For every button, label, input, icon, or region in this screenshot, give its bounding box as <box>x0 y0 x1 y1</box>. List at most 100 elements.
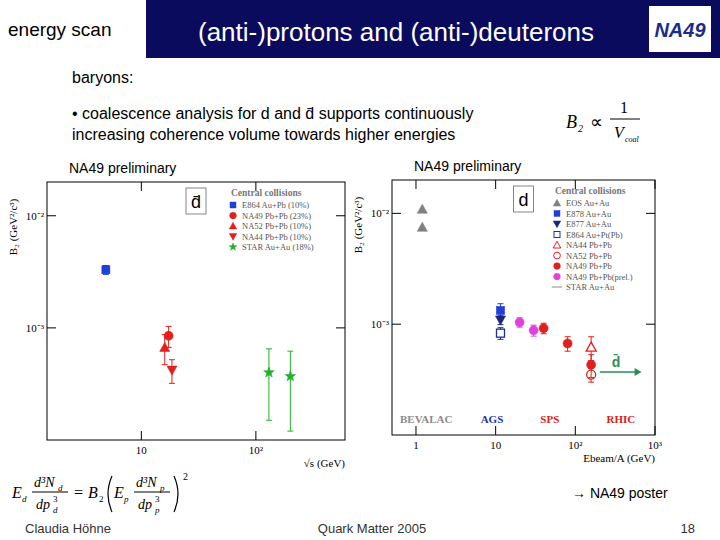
formula-part: d <box>53 505 58 515</box>
formula-sub: coal <box>625 135 640 144</box>
x-tick <box>141 431 142 440</box>
data-point <box>586 342 596 351</box>
error-cap <box>497 327 503 328</box>
legend-entry: NA52 Pb+Pb (10%) <box>229 221 311 231</box>
x-tick <box>255 431 256 440</box>
paren <box>108 476 112 512</box>
x-tick-label: 10 <box>136 444 148 456</box>
error-cap <box>287 431 293 432</box>
y-tick-label: 10⁻² <box>26 210 45 222</box>
y-tick <box>336 327 345 328</box>
x-tick-label: 10³ <box>648 439 663 451</box>
error-cap <box>531 325 537 326</box>
x-axis-title: √s (GeV) <box>304 457 346 470</box>
error-cap <box>588 336 594 337</box>
error-cap <box>266 348 272 349</box>
legend-marker <box>552 286 563 287</box>
error-cap <box>588 382 594 383</box>
x-axis-title: Ebeam/A (GeV) <box>583 452 655 465</box>
region-label: RHIC <box>606 413 635 425</box>
legend-entry: E878 Au+Au <box>554 209 612 219</box>
formula-part: d <box>22 494 27 504</box>
formula-part: E <box>113 484 124 501</box>
legend-label: NA44 Pb+Pb <box>566 240 612 250</box>
formula-part: 3 <box>155 494 160 504</box>
legend-title: Central collisions <box>231 188 302 198</box>
legend-label: NA49 Pb+Pb(prel.) <box>566 272 633 282</box>
y-tick-label: 10⁻³ <box>26 322 45 334</box>
footer-author: Claudia Höhne <box>25 521 111 536</box>
x-tick <box>495 426 496 435</box>
chart-label: d <box>518 190 528 210</box>
arrow-head <box>635 368 642 376</box>
x-tick <box>141 182 142 191</box>
logo-text: NA49 <box>654 19 706 41</box>
error-cap <box>169 383 175 384</box>
legend-entry: NA44 Pb+Pb (10%) <box>229 232 311 242</box>
formula-part: 2 <box>183 471 188 482</box>
y-tick <box>47 327 56 328</box>
chart-subtitle: NA49 preliminary <box>414 158 521 174</box>
chart-label: d̄ <box>191 192 201 212</box>
fraction-line <box>610 119 640 120</box>
legend-label: E878 Au+Au <box>566 209 612 219</box>
data-point <box>529 326 538 335</box>
legend-label: STAR Au+Au (18%) <box>242 242 314 252</box>
y-tick <box>646 324 655 325</box>
legend-entry: NA49 Pb+Pb <box>554 261 612 271</box>
y-tick-label: 10⁻² <box>371 207 390 219</box>
section-label: energy scan <box>8 19 112 40</box>
legend-entry: E877 Au+Au <box>553 219 612 229</box>
paren <box>174 476 178 512</box>
region-label: BEVALAC <box>400 413 452 425</box>
footer-page: 18 <box>681 521 695 536</box>
legend-marker <box>230 212 237 219</box>
x-tick <box>495 180 496 189</box>
bullet-text: increasing coherence volume towards high… <box>72 126 455 143</box>
legend-marker <box>229 243 237 250</box>
legend-marker <box>554 252 561 259</box>
x-tick-label: 10 <box>490 439 502 451</box>
data-group <box>102 266 296 432</box>
formula-sub: 2 <box>578 123 583 134</box>
formula-part: p <box>154 505 160 515</box>
legend-label: E877 Au+Au <box>566 219 612 229</box>
arrow-shaft <box>600 371 637 373</box>
formula-part: d³N <box>34 475 55 490</box>
formula-part: 3 <box>53 494 58 504</box>
heading: baryons: <box>72 69 133 86</box>
error-cap <box>588 354 594 355</box>
x-tick <box>575 426 576 435</box>
formula-symbol: B <box>566 112 577 132</box>
legend-label: NA49 Pb+Pb (23%) <box>242 211 311 221</box>
data-point <box>160 342 170 351</box>
error-cap <box>565 351 571 352</box>
legend-label: STAR Au+Au <box>566 282 615 292</box>
error-bar <box>497 328 503 340</box>
y-tick <box>47 215 56 216</box>
legend-marker <box>554 263 561 270</box>
error-cap <box>588 377 594 378</box>
region-label: SPS <box>540 413 559 425</box>
error-cap <box>169 359 175 360</box>
legend-entry: NA49 Pb+Pb(prel.) <box>554 272 633 282</box>
formula-part: = <box>74 484 83 501</box>
legend-entry: E864 Au+Pb (10%) <box>230 200 309 210</box>
legend-entry: E864 Au+Pt(Pb) <box>554 230 623 240</box>
error-cap <box>497 303 503 304</box>
chart-0: NA49 preliminary1010²10⁻³10⁻²√s (GeV)B₂ … <box>7 160 345 470</box>
legend-marker <box>554 273 561 280</box>
header-band <box>0 0 720 58</box>
error-cap <box>166 326 172 327</box>
slide-title: (anti-)protons and (anti-)deuterons <box>198 17 594 47</box>
legend-marker <box>229 234 237 241</box>
data-point <box>417 204 427 213</box>
formula-part: E <box>11 484 22 501</box>
legend-marker <box>554 211 560 217</box>
legend-marker <box>553 199 561 206</box>
legend-marker <box>229 222 237 229</box>
y-tick <box>392 324 401 325</box>
x-tick-label: 10² <box>249 444 264 456</box>
legend-label: NA49 Pb+Pb <box>566 261 612 271</box>
x-tick-label: 1 <box>413 439 419 451</box>
